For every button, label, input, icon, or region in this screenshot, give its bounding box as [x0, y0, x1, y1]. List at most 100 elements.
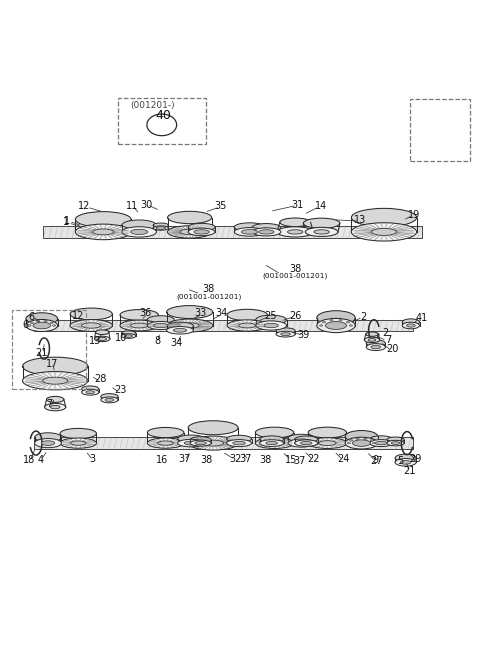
Ellipse shape — [252, 228, 281, 236]
Ellipse shape — [158, 441, 173, 445]
Text: 2: 2 — [382, 328, 388, 338]
Ellipse shape — [241, 230, 258, 234]
Ellipse shape — [190, 440, 211, 446]
Ellipse shape — [147, 438, 184, 448]
Ellipse shape — [319, 325, 323, 326]
Ellipse shape — [295, 441, 308, 445]
Ellipse shape — [288, 434, 315, 442]
Ellipse shape — [303, 218, 340, 229]
Ellipse shape — [345, 430, 378, 442]
Text: 3: 3 — [90, 454, 96, 464]
Ellipse shape — [280, 218, 311, 227]
Ellipse shape — [372, 443, 376, 444]
Text: 1: 1 — [63, 217, 69, 227]
Ellipse shape — [45, 404, 66, 411]
Ellipse shape — [44, 320, 47, 322]
Text: 22: 22 — [308, 454, 320, 464]
Ellipse shape — [178, 435, 204, 443]
Ellipse shape — [33, 322, 50, 329]
Ellipse shape — [227, 439, 252, 447]
Bar — [34, 437, 413, 449]
Ellipse shape — [168, 226, 212, 238]
Ellipse shape — [173, 328, 187, 332]
Ellipse shape — [255, 437, 294, 449]
Text: 31: 31 — [291, 200, 304, 210]
Ellipse shape — [188, 223, 215, 231]
Ellipse shape — [370, 439, 393, 447]
Text: 24: 24 — [337, 454, 350, 464]
Ellipse shape — [101, 397, 118, 403]
Ellipse shape — [387, 437, 404, 443]
Text: 19: 19 — [408, 210, 420, 220]
Ellipse shape — [131, 229, 148, 234]
Ellipse shape — [50, 406, 60, 409]
Ellipse shape — [188, 421, 238, 435]
Ellipse shape — [264, 324, 278, 327]
Ellipse shape — [281, 333, 290, 335]
Ellipse shape — [256, 315, 287, 324]
Text: 17: 17 — [46, 359, 58, 369]
Ellipse shape — [131, 323, 148, 328]
Ellipse shape — [122, 220, 156, 230]
Ellipse shape — [180, 229, 199, 234]
Ellipse shape — [43, 377, 68, 384]
Text: 37: 37 — [293, 456, 305, 466]
Ellipse shape — [356, 438, 359, 439]
Ellipse shape — [147, 316, 174, 324]
Ellipse shape — [23, 372, 88, 390]
Ellipse shape — [101, 394, 118, 400]
Text: 27: 27 — [370, 456, 383, 466]
Ellipse shape — [260, 439, 284, 447]
Ellipse shape — [239, 323, 256, 328]
Ellipse shape — [366, 332, 378, 337]
Ellipse shape — [387, 440, 404, 446]
Ellipse shape — [366, 344, 385, 350]
Ellipse shape — [234, 223, 265, 231]
Ellipse shape — [95, 337, 110, 342]
Ellipse shape — [395, 458, 416, 466]
Text: 36: 36 — [139, 309, 152, 318]
Ellipse shape — [120, 320, 158, 331]
Text: 12: 12 — [72, 311, 84, 321]
Ellipse shape — [372, 229, 396, 236]
Text: (001001-001201): (001001-001201) — [176, 294, 241, 300]
Ellipse shape — [184, 441, 198, 445]
Ellipse shape — [252, 223, 281, 232]
Ellipse shape — [375, 441, 387, 445]
Ellipse shape — [167, 319, 213, 332]
Ellipse shape — [370, 436, 393, 443]
Text: 37: 37 — [179, 454, 191, 464]
Ellipse shape — [121, 331, 136, 335]
Ellipse shape — [195, 441, 206, 445]
Text: 38: 38 — [200, 455, 213, 465]
Ellipse shape — [70, 320, 112, 331]
Ellipse shape — [234, 228, 265, 236]
Ellipse shape — [30, 322, 34, 324]
Ellipse shape — [349, 325, 352, 326]
Text: 21: 21 — [403, 466, 415, 477]
Ellipse shape — [82, 386, 99, 392]
Ellipse shape — [345, 437, 378, 449]
Bar — [118, 98, 206, 144]
Ellipse shape — [276, 328, 295, 334]
Ellipse shape — [370, 439, 373, 441]
Ellipse shape — [60, 428, 96, 439]
Ellipse shape — [288, 230, 303, 234]
Ellipse shape — [194, 230, 209, 234]
Ellipse shape — [86, 391, 95, 394]
Text: 14: 14 — [314, 201, 327, 212]
Ellipse shape — [167, 322, 193, 330]
Ellipse shape — [98, 337, 107, 340]
Ellipse shape — [255, 427, 294, 438]
Ellipse shape — [23, 357, 88, 376]
Text: 34: 34 — [170, 338, 183, 348]
Bar — [34, 320, 413, 331]
Text: 34: 34 — [216, 309, 228, 318]
Text: 12: 12 — [78, 201, 90, 212]
Text: 7: 7 — [46, 399, 52, 409]
Ellipse shape — [402, 319, 420, 326]
Text: 11: 11 — [126, 201, 138, 212]
Ellipse shape — [325, 322, 347, 329]
Text: 38: 38 — [289, 264, 301, 274]
Ellipse shape — [407, 324, 415, 327]
